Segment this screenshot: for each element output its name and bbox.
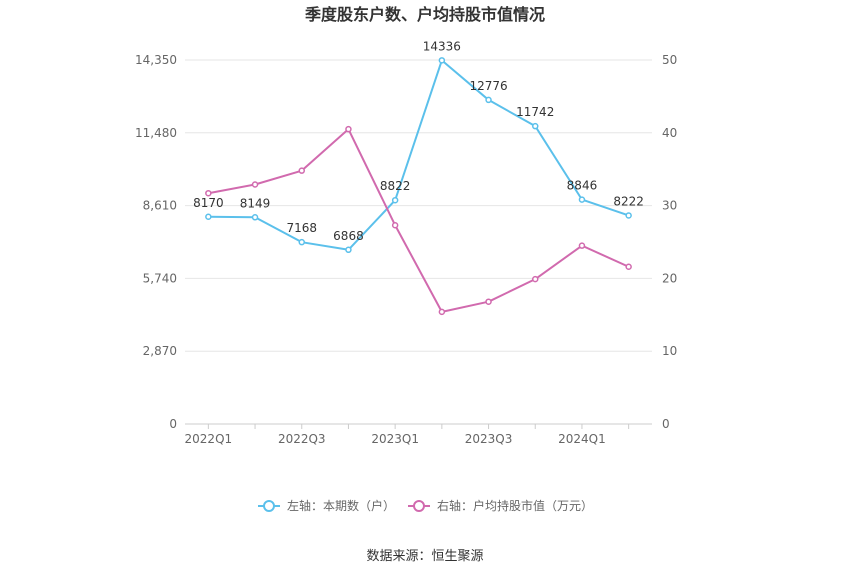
x-tick-label: 2024Q1 bbox=[558, 432, 606, 446]
data-point bbox=[532, 122, 539, 130]
data-label: 8822 bbox=[380, 179, 411, 193]
x-tick-label: 2022Q1 bbox=[185, 432, 233, 446]
data-label: 14336 bbox=[423, 39, 461, 53]
legend-marker bbox=[263, 500, 275, 512]
data-label: 8222 bbox=[613, 194, 644, 208]
data-point bbox=[251, 214, 259, 221]
chart-title: 季度股东户数、户均持股市值情况 bbox=[304, 5, 545, 24]
left-tick-label: 14,350 bbox=[135, 53, 177, 67]
right-axis-ticks: 0 10 20 30 40 50 bbox=[662, 53, 677, 431]
data-point bbox=[251, 181, 259, 188]
legend-marker bbox=[413, 500, 425, 512]
series-line-1 bbox=[208, 59, 629, 251]
data-label: 8170 bbox=[193, 196, 224, 210]
data-point bbox=[485, 96, 492, 104]
data-point bbox=[391, 222, 399, 229]
data-point bbox=[438, 57, 446, 64]
left-tick-label: 0 bbox=[169, 417, 177, 431]
data-point bbox=[298, 238, 305, 246]
series-layer: 8170 8149 7168 6868 8822 14336 12776 11742 8846 8… bbox=[193, 39, 644, 316]
data-point bbox=[298, 167, 305, 174]
data-point bbox=[625, 263, 632, 271]
x-tick-label: 2022Q3 bbox=[278, 432, 326, 446]
right-tick-label: 20 bbox=[662, 271, 677, 285]
data-point bbox=[532, 275, 539, 283]
legend-label: 右轴：户均持股市值（万元） bbox=[437, 498, 593, 513]
data-point bbox=[391, 196, 399, 204]
data-label: 8846 bbox=[567, 179, 598, 193]
x-tick-label: 2023Q1 bbox=[371, 432, 419, 446]
data-point bbox=[625, 212, 632, 219]
right-tick-label: 30 bbox=[662, 199, 677, 213]
data-point bbox=[485, 298, 492, 305]
data-label: 8149 bbox=[240, 196, 271, 210]
x-tick-label: 2023Q3 bbox=[465, 432, 513, 446]
right-tick-label: 50 bbox=[662, 53, 677, 67]
legend: 左轴：本期数（户） 右轴：户均持股市值（万元） bbox=[258, 498, 593, 513]
legend-label: 左轴：本期数（户） bbox=[287, 498, 395, 513]
data-point bbox=[578, 196, 586, 203]
series-line-2 bbox=[208, 128, 630, 313]
data-point bbox=[578, 242, 586, 249]
data-label: 7168 bbox=[286, 221, 317, 235]
left-tick-label: 5,740 bbox=[143, 271, 177, 285]
data-source: 数据来源：恒生聚源 bbox=[366, 549, 483, 564]
data-label: 12776 bbox=[469, 79, 507, 93]
data-point bbox=[438, 308, 446, 316]
data-point bbox=[345, 246, 352, 254]
right-tick-label: 40 bbox=[662, 126, 677, 140]
right-tick-label: 10 bbox=[662, 344, 677, 358]
left-tick-label: 11,480 bbox=[135, 126, 177, 140]
left-axis-ticks: 0 2,870 5,740 8,610 11,480 14,350 bbox=[135, 53, 177, 431]
data-point bbox=[205, 189, 212, 197]
left-tick-label: 2,870 bbox=[143, 344, 177, 358]
grid-lines bbox=[185, 59, 652, 352]
data-point bbox=[205, 213, 212, 221]
right-tick-label: 0 bbox=[662, 417, 670, 431]
x-axis: 2022Q1 2022Q3 2023Q1 2023Q3 2024Q1 bbox=[185, 423, 652, 446]
data-point bbox=[345, 125, 352, 133]
data-label: 11742 bbox=[516, 105, 554, 119]
left-tick-label: 8,610 bbox=[143, 199, 177, 213]
data-label: 6868 bbox=[333, 229, 364, 243]
